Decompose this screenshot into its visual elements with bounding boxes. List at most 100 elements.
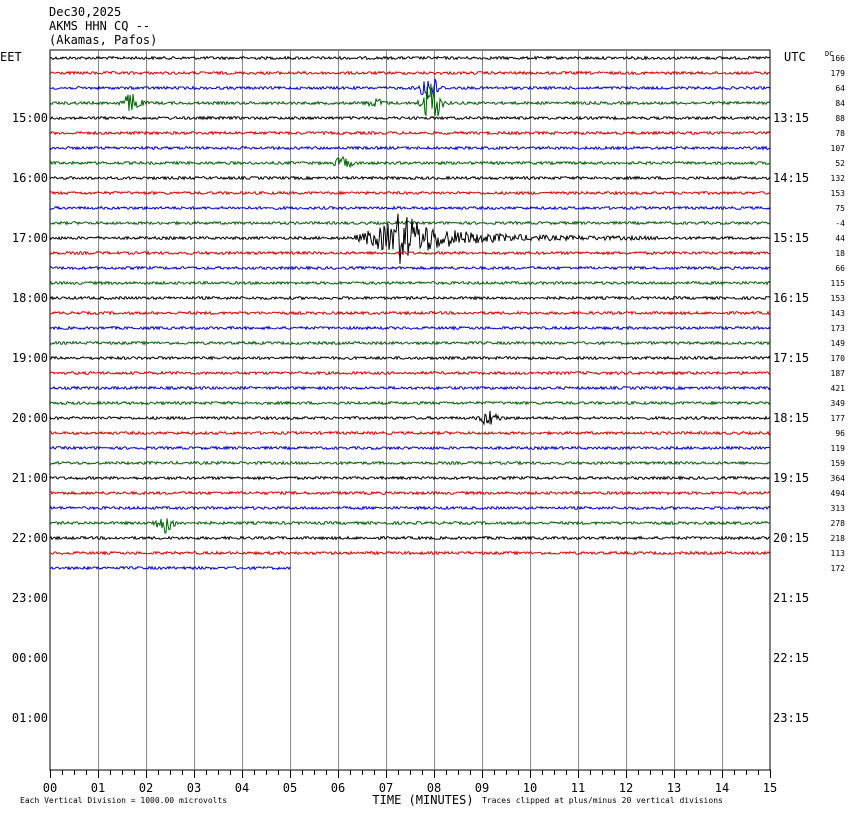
seismic-trace <box>49 535 770 541</box>
left-hour-label: 19:00 <box>12 351 48 365</box>
dc-offset-label: 153 <box>831 294 846 303</box>
dc-offset-label: 44 <box>835 234 845 243</box>
dc-offset-label: 18 <box>835 249 845 258</box>
dc-offset-label: 494 <box>831 489 846 498</box>
dc-offset-label: 421 <box>831 384 846 393</box>
dc-offset-label: -4 <box>835 219 845 228</box>
station-code: AKMS HHN CQ -- <box>49 19 151 33</box>
dc-offset-label: 84 <box>835 99 845 108</box>
x-tick-label: 00 <box>43 781 57 795</box>
right-hour-label: 15:15 <box>773 231 809 245</box>
seismic-trace <box>49 460 771 466</box>
dc-offset-label: 119 <box>831 444 846 453</box>
right-hour-label: 14:15 <box>773 171 809 185</box>
seismic-trace <box>49 220 771 226</box>
seismic-trace <box>49 250 771 256</box>
right-hour-label: 17:15 <box>773 351 809 365</box>
dc-offset-label: 75 <box>835 204 845 213</box>
dc-offset-label: 107 <box>831 144 846 153</box>
dc-offset-label: 313 <box>831 504 846 513</box>
right-hour-label: 21:15 <box>773 591 809 605</box>
seismic-trace <box>49 70 771 76</box>
dc-offset-label: 218 <box>831 534 846 543</box>
dc-offset-label: 88 <box>835 114 845 123</box>
seismic-trace <box>49 340 771 346</box>
seismic-trace <box>49 475 771 481</box>
dc-offset-label: 96 <box>835 429 845 438</box>
dc-offset-label: 113 <box>831 549 846 558</box>
right-hour-label: 16:15 <box>773 291 809 305</box>
seismic-trace <box>49 430 771 436</box>
dc-offset-label: 364 <box>831 474 846 483</box>
station-location: (Akamas, Pafos) <box>49 33 158 47</box>
right-hour-label: 19:15 <box>773 471 809 485</box>
x-tick-label: 12 <box>619 781 633 795</box>
dc-offset-label: 52 <box>835 159 845 168</box>
dc-offset-label: 115 <box>831 279 846 288</box>
dc-offset-label: 159 <box>831 459 846 468</box>
x-tick-label: 02 <box>139 781 153 795</box>
right-hour-label: 13:15 <box>773 111 809 125</box>
left-hour-label: 22:00 <box>12 531 48 545</box>
plot-frame <box>49 49 771 771</box>
seismic-trace <box>50 550 771 556</box>
seismic-trace <box>49 78 771 99</box>
x-tick-label: 15 <box>763 781 777 795</box>
left-hour-label: 23:00 <box>12 591 48 605</box>
trace-layer <box>49 55 771 571</box>
seismic-trace <box>49 265 771 271</box>
dc-offset-label: 78 <box>835 129 845 138</box>
seismic-trace <box>49 518 771 534</box>
seismic-trace <box>49 370 771 376</box>
seismic-trace <box>49 310 771 316</box>
seismic-trace <box>49 280 771 286</box>
right-hour-label: 22:15 <box>773 651 809 665</box>
seismic-trace <box>49 410 771 426</box>
dc-offset-label: 153 <box>831 189 846 198</box>
left-hour-label: 16:00 <box>12 171 48 185</box>
dc-offset-label: 349 <box>831 399 846 408</box>
x-tick-label: 10 <box>523 781 537 795</box>
seismic-trace <box>49 213 771 264</box>
x-tick-label: 14 <box>715 781 729 795</box>
seismic-trace <box>49 490 771 496</box>
seismic-trace <box>49 175 771 181</box>
dc-offset-label: 143 <box>831 309 846 318</box>
dc-offset-label: 170 <box>831 354 846 363</box>
seismic-trace <box>49 55 771 61</box>
right-hour-label: 23:15 <box>773 711 809 725</box>
seismic-trace <box>49 445 771 451</box>
seismic-trace <box>49 400 771 406</box>
grid-layer <box>49 49 771 778</box>
seismic-trace <box>49 565 291 571</box>
x-tick-label: 11 <box>571 781 585 795</box>
x-tick-label: 07 <box>379 781 393 795</box>
dc-offset-label: 64 <box>835 84 845 93</box>
seismic-trace <box>49 115 771 121</box>
left-hour-label: 00:00 <box>12 651 48 665</box>
left-hour-label: 01:00 <box>12 711 48 725</box>
x-tick-label: 08 <box>427 781 441 795</box>
dc-header: DC <box>825 50 833 58</box>
dc-offset-label: 172 <box>831 564 846 573</box>
left-hour-label: 21:00 <box>12 471 48 485</box>
x-tick-label: 13 <box>667 781 681 795</box>
seismic-trace <box>49 205 771 211</box>
dc-offset-label: 177 <box>831 414 846 423</box>
dc-offset-label: 179 <box>831 69 846 78</box>
left-hour-label: 18:00 <box>12 291 48 305</box>
right-timezone-label: UTC <box>784 50 806 64</box>
dc-offset-label: 66 <box>835 264 845 273</box>
seismic-trace <box>49 83 771 117</box>
left-timezone-label: EET <box>0 50 22 64</box>
x-tick-label: 09 <box>475 781 489 795</box>
clip-note: Traces clipped at plus/minus 20 vertical… <box>482 796 723 805</box>
left-hour-label: 20:00 <box>12 411 48 425</box>
x-tick-label: 01 <box>91 781 105 795</box>
dc-offset-label: 278 <box>831 519 846 528</box>
left-hour-label: 17:00 <box>12 231 48 245</box>
x-axis-label: TIME (MINUTES) <box>372 793 473 807</box>
right-hour-label: 18:15 <box>773 411 809 425</box>
seismic-trace <box>49 190 771 196</box>
